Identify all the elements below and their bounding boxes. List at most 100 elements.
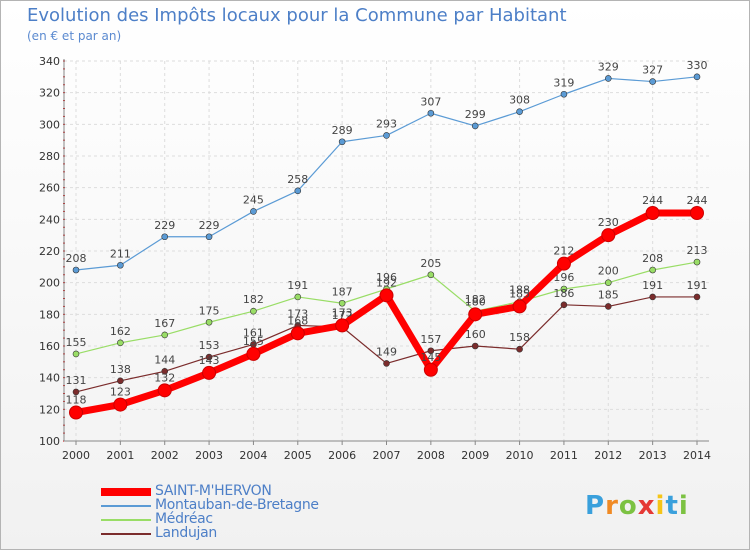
data-point-1 [383,132,390,139]
data-label-0: 212 [553,245,574,258]
y-tick-label: 140 [39,372,60,385]
data-point-0 [512,299,527,314]
logo-letter: o [618,491,638,521]
y-tick-label: 240 [39,213,60,226]
data-point-2 [604,279,612,286]
data-label-0: 123 [110,386,131,399]
x-tick-label: 2007 [373,449,401,462]
data-point-0 [157,383,172,398]
data-label-1: 245 [243,193,264,206]
data-label-3: 185 [598,288,619,301]
data-label-2: 182 [243,293,264,306]
y-tick-label: 260 [39,182,60,195]
y-tick-label: 100 [39,435,60,448]
x-tick-label: 2006 [328,449,356,462]
data-label-1: 299 [465,108,486,121]
data-point-1 [338,138,346,146]
data-point-1 [117,261,124,269]
data-label-2: 162 [110,325,131,338]
data-point-0 [468,307,483,322]
data-label-0: 180 [465,295,486,308]
data-label-1: 329 [598,60,619,73]
x-tick-label: 2003 [195,449,223,462]
data-label-3: 160 [465,328,486,341]
y-tick-label: 280 [39,150,60,163]
data-label-0: 185 [509,287,530,300]
data-point-0 [113,397,128,412]
data-point-3 [649,293,656,301]
legend-swatch-saint-mhervon [101,488,151,496]
data-label-2: 200 [598,265,619,278]
data-label-0: 155 [243,335,264,348]
data-point-1 [471,122,479,130]
data-label-0: 145 [420,351,441,364]
data-point-1 [161,233,169,241]
x-tick-label: 2005 [284,449,312,462]
data-point-1 [693,73,701,81]
data-point-3 [205,353,213,361]
data-label-2: 175 [199,304,220,317]
data-label-0: 244 [642,194,663,207]
data-label-1: 307 [420,95,441,108]
data-label-3: 138 [110,363,131,376]
data-label-1: 229 [199,219,220,232]
data-point-3 [72,388,80,396]
logo-letter: i [655,491,666,521]
data-label-3: 186 [553,287,574,300]
data-label-1: 229 [154,219,175,232]
data-label-3: 173 [287,307,308,320]
legend-label-landujan: Landujan [155,525,217,541]
y-tick-label: 300 [39,118,60,131]
data-point-1 [649,78,656,85]
data-label-0: 118 [66,394,87,407]
data-label-1: 211 [110,247,131,260]
data-label-3: 191 [687,279,708,292]
data-point-1 [560,90,568,98]
data-label-1: 289 [332,124,353,137]
data-point-0 [423,362,438,377]
x-tick-label: 2000 [62,449,90,462]
data-label-3: 149 [376,345,397,358]
data-point-0 [246,346,261,361]
data-point-0 [379,288,394,303]
data-label-2: 205 [420,257,441,270]
data-point-1 [516,108,523,115]
x-tick-label: 2001 [106,449,134,462]
legend-label-montauban: Montauban-de-Bretagne [155,497,319,513]
data-point-2 [693,258,701,266]
data-label-2: 155 [66,336,87,349]
data-point-0 [335,318,350,333]
y-tick-label: 180 [39,308,60,321]
data-label-1: 258 [287,173,308,186]
data-label-3: 161 [243,326,264,339]
data-point-3 [117,377,124,385]
data-label-0: 192 [376,276,397,289]
data-label-1: 293 [376,117,397,130]
legend-label-medreac: Médréac [155,511,213,527]
data-label-1: 208 [66,252,87,265]
data-point-3 [604,303,612,310]
x-tick-label: 2012 [594,449,622,462]
data-label-2: 187 [332,285,353,298]
x-tick-label: 2009 [461,449,489,462]
data-label-0: 168 [287,314,308,327]
data-point-2 [427,271,435,279]
data-point-2 [560,285,568,293]
data-point-0 [601,228,616,243]
data-point-0 [690,206,704,220]
data-label-0: 143 [199,354,220,367]
y-tick-label: 220 [39,245,60,258]
data-label-3: 158 [509,331,530,344]
logo-letter: i [678,491,689,521]
data-point-2 [161,331,169,339]
data-point-2 [649,266,656,274]
data-label-0: 132 [154,371,175,384]
data-point-3 [471,342,479,350]
data-label-2: 196 [553,271,574,284]
data-point-2 [205,318,213,326]
data-point-3 [516,345,523,353]
data-label-2: 182 [465,293,486,306]
data-point-1 [427,109,435,117]
